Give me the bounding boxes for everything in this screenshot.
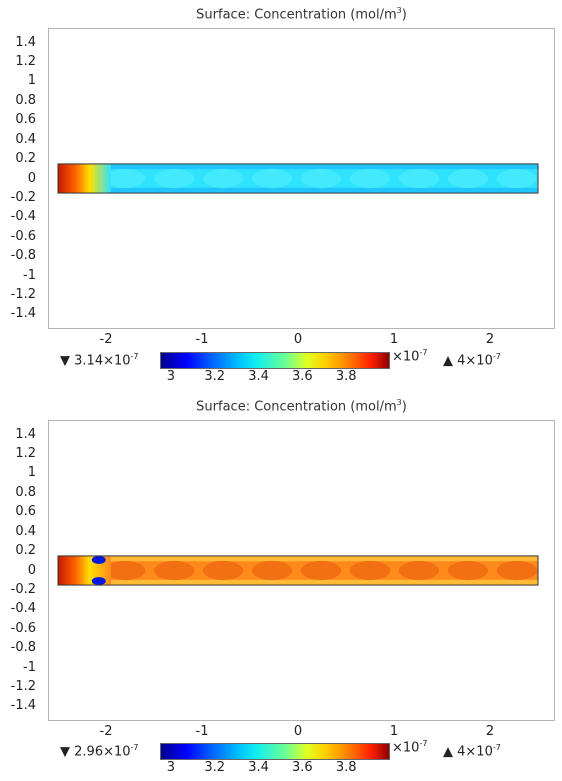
colorbar-tick-label: 3.2: [204, 369, 226, 384]
y-tick-label: 1.2: [15, 53, 36, 69]
flow-lobe: [202, 168, 244, 189]
y-tick-label: -0.8: [10, 248, 36, 264]
y-tick-label: -1.2: [10, 287, 36, 303]
colorbar-tick-label: 3.8: [335, 369, 357, 384]
y-tick-label: 1: [27, 465, 36, 481]
x-tick-label: -2: [99, 332, 113, 347]
channel-edge-bottom: [58, 579, 538, 586]
y-tick-label: 1.4: [15, 426, 36, 442]
chart-title: Surface: Concentration (mol/m3): [196, 398, 407, 415]
colorbar-scale: ×10-7: [392, 739, 428, 756]
y-tick-label: -0.6: [10, 620, 36, 636]
flow-lobe: [251, 168, 293, 189]
colorbar: [160, 743, 390, 760]
x-tick-label: 1: [389, 332, 399, 347]
colorbar-scale: ×10-7: [392, 348, 428, 365]
flow-lobe: [154, 560, 195, 581]
y-tick-label: 0.6: [15, 504, 36, 520]
y-tick-label: -0.2: [10, 581, 36, 597]
y-tick-label: -0.4: [10, 601, 36, 617]
flow-lobe: [496, 560, 538, 581]
x-tick-label: -2: [99, 724, 113, 739]
cool-spot-bottom: [91, 577, 106, 586]
colorbar-tick-label: 3.6: [292, 760, 313, 775]
x-tick-label: 0: [293, 724, 303, 739]
flow-lobe: [496, 168, 538, 189]
y-tick-label: -1.4: [10, 698, 36, 714]
colorbar-tick-label: 3: [166, 760, 176, 775]
flow-lobe: [154, 168, 195, 189]
y-tick-label: 0: [27, 170, 36, 186]
y-tick-label: -1.4: [10, 306, 36, 322]
colorbar-tick-label: 3: [166, 369, 176, 384]
min-value-label: ▼ 3.14×10-7: [60, 352, 139, 369]
flow-lobe: [300, 560, 342, 581]
flow-lobe: [105, 168, 146, 189]
x-tick-label: 2: [485, 332, 495, 347]
flow-lobe: [398, 168, 440, 189]
max-value-label: ▲ 4×10-7: [443, 352, 501, 369]
channel-edge-bottom: [58, 187, 538, 194]
colorbar-tick-label: 3.2: [204, 760, 226, 775]
y-tick-label: -0.6: [10, 228, 36, 244]
x-tick-label: -1: [195, 724, 209, 739]
channel-edge-top: [58, 163, 538, 170]
channel-edge-top: [58, 555, 538, 562]
y-tick-label: 1.4: [15, 34, 36, 50]
x-tick-label: 0: [293, 332, 303, 347]
y-tick-label: 0.4: [15, 131, 36, 147]
flow-lobe: [105, 560, 146, 581]
colorbar: [160, 352, 390, 369]
colorbar-tick-label: 3.8: [335, 760, 357, 775]
flow-lobe: [251, 560, 293, 581]
x-tick-label: 1: [389, 724, 399, 739]
y-tick-label: 0.4: [15, 523, 36, 539]
colorbar-tick-label: 3.4: [248, 369, 269, 384]
colorbar-tick-label: 3.6: [292, 369, 313, 384]
colorbar-tick-label: 3.4: [248, 760, 269, 775]
flow-lobe: [447, 560, 489, 581]
flow-lobe: [349, 168, 391, 189]
y-tick-label: 0.8: [15, 92, 36, 108]
y-tick-label: 0.8: [15, 484, 36, 500]
y-tick-label: -0.8: [10, 640, 36, 656]
inlet-region: [58, 163, 111, 194]
channel-outline: [57, 555, 539, 586]
flow-lobe: [202, 560, 244, 581]
y-tick-label: -1: [23, 267, 36, 283]
y-tick-label: -0.4: [10, 209, 36, 225]
y-tick-label: -1: [23, 659, 36, 675]
y-tick-label: 0: [27, 562, 36, 578]
flow-lobe: [300, 168, 342, 189]
min-value-label: ▼ 2.96×10-7: [60, 743, 139, 760]
y-tick-label: 0.2: [15, 543, 36, 559]
y-tick-label: 0.6: [15, 112, 36, 128]
y-tick-label: 0.2: [15, 151, 36, 167]
y-tick-label: -0.2: [10, 189, 36, 205]
max-value-label: ▲ 4×10-7: [443, 743, 501, 760]
flow-lobe: [398, 560, 440, 581]
cool-spot-top: [91, 555, 106, 564]
x-tick-label: 2: [485, 724, 495, 739]
y-tick-label: 1.2: [15, 445, 36, 461]
flow-lobe: [349, 560, 391, 581]
y-tick-label: -1.2: [10, 679, 36, 695]
channel-outline: [57, 163, 539, 194]
x-tick-label: -1: [195, 332, 209, 347]
y-tick-label: 1: [27, 73, 36, 89]
flow-lobe: [447, 168, 489, 189]
chart-title: Surface: Concentration (mol/m3): [196, 6, 407, 23]
